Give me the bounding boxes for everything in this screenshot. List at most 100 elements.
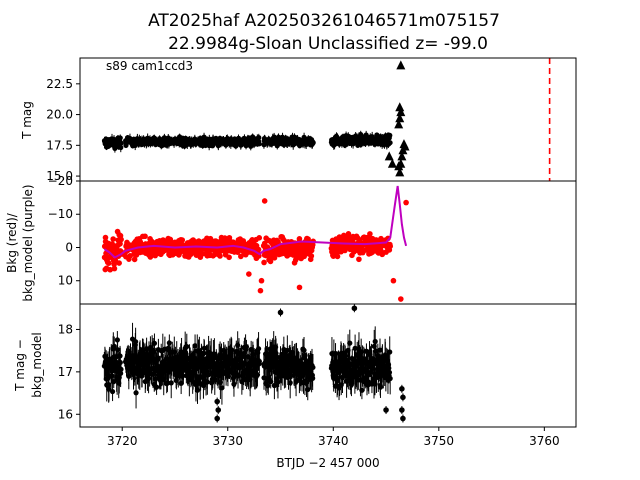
panel-tmag: 15.0 17.5 20.0 22.5	[46, 57, 577, 183]
data-point	[372, 338, 378, 345]
data-point	[168, 380, 174, 386]
data-point	[356, 256, 362, 263]
data-point	[352, 345, 358, 351]
data-point	[284, 347, 290, 353]
y-tick-label: 22.5	[46, 77, 73, 91]
upper-limit-marker	[396, 158, 406, 168]
data-point	[204, 379, 210, 385]
data-point	[400, 415, 406, 422]
upper-limit-marker	[394, 119, 404, 129]
data-point	[166, 340, 172, 346]
data-point	[116, 260, 122, 266]
data-point	[151, 340, 158, 346]
y-tick-label: 20.0	[46, 108, 73, 122]
y-tick-label: 17	[58, 365, 73, 379]
upper-limit-marker	[396, 60, 406, 70]
data-point	[287, 380, 293, 386]
data-point	[115, 347, 121, 353]
data-point	[296, 236, 303, 242]
data-point	[222, 235, 228, 241]
bkg-model-line	[103, 185, 408, 259]
x-axis-label: BTJD −2 457 000	[276, 456, 379, 470]
data-point	[219, 385, 225, 391]
data-point	[231, 381, 237, 387]
data-point	[334, 253, 341, 260]
data-point	[403, 199, 409, 206]
data-point	[256, 358, 262, 365]
panel-frame	[79, 303, 577, 428]
data-point	[217, 253, 223, 259]
upper-limit-marker	[387, 158, 397, 168]
data-point	[153, 384, 160, 390]
data-point	[255, 246, 262, 253]
upper-limit-marker	[400, 141, 410, 151]
panel1-plot-area	[101, 185, 409, 302]
data-point	[377, 384, 384, 390]
data-point	[226, 254, 232, 261]
data-point	[214, 398, 220, 405]
data-point	[256, 235, 263, 241]
y-tick-label: 16	[58, 407, 73, 421]
data-point	[105, 260, 112, 266]
data-point	[229, 347, 235, 353]
data-point	[133, 339, 139, 345]
panel-background: 10 0 −10 −20	[48, 174, 577, 305]
data-point	[258, 277, 265, 284]
y-tick-label: 15.0	[46, 169, 73, 183]
x-tick-label: 3750	[424, 434, 455, 448]
data-point	[117, 240, 123, 247]
data-point	[308, 253, 315, 259]
upper-limit-marker	[395, 113, 405, 123]
data-point	[184, 343, 190, 350]
data-point	[246, 271, 252, 277]
panel-tmag-minus-bkg: 16 17 18 3720 3730 3740 3750 3760	[58, 303, 577, 448]
panel0-plot-area	[101, 58, 551, 181]
x-tick-label: 3720	[107, 434, 138, 448]
y-tick-label: −20	[48, 174, 73, 188]
chart-title-line2: 22.9984g-Sloan Unclassified z= -99.0	[168, 34, 488, 54]
data-point	[201, 345, 208, 351]
data-point	[255, 346, 262, 352]
data-point	[254, 372, 261, 378]
data-point	[256, 135, 262, 141]
data-point	[111, 265, 118, 272]
data-point	[215, 407, 222, 413]
data-point	[238, 253, 244, 260]
y-tick-label: 0	[65, 240, 73, 254]
data-point	[131, 256, 138, 263]
panel-frame	[79, 57, 577, 182]
upper-limit-marker	[384, 151, 394, 161]
data-point	[111, 343, 117, 349]
data-point	[363, 348, 370, 354]
panel-tmag-ylabel: T mag	[20, 101, 34, 140]
data-point	[256, 141, 262, 147]
data-point	[387, 140, 393, 146]
data-point	[399, 386, 405, 392]
data-point	[296, 284, 303, 291]
data-point	[390, 277, 397, 284]
data-point	[192, 343, 198, 349]
data-point	[400, 394, 406, 401]
panel-background-ylabel-line2: bkg_model (purple)	[21, 184, 35, 301]
data-point	[367, 231, 373, 237]
data-point	[310, 364, 316, 371]
y-tick-label: −10	[48, 207, 73, 221]
data-point	[102, 234, 109, 241]
data-point	[387, 132, 393, 139]
panel-background-ylabel-line1: Bkg (red)/	[5, 212, 19, 273]
panel-tmagbkg-ylabel-line2: bkg_model	[30, 332, 44, 398]
y-tick-label: 10	[58, 274, 73, 288]
data-point	[332, 350, 339, 357]
data-point	[387, 349, 393, 355]
data-point	[377, 347, 383, 353]
data-point	[118, 366, 124, 372]
data-point	[351, 305, 358, 312]
data-point	[109, 388, 116, 395]
data-point	[359, 387, 365, 393]
data-point	[257, 287, 264, 294]
data-point	[261, 259, 267, 266]
data-point	[107, 266, 113, 273]
x-tick-label: 3760	[529, 434, 560, 448]
data-point	[261, 198, 268, 204]
